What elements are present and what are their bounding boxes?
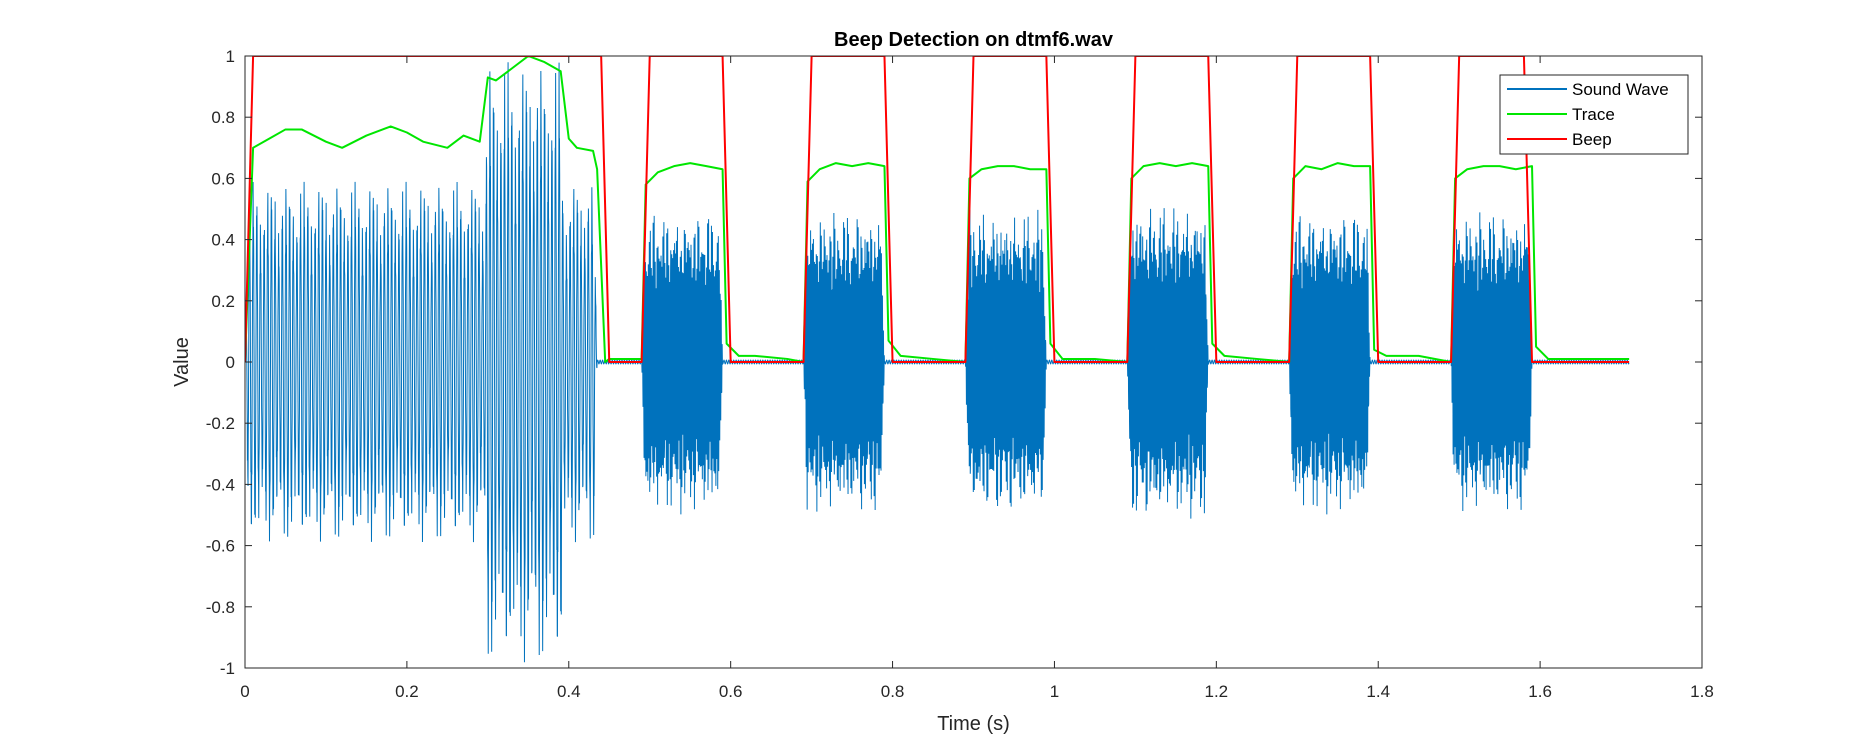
legend: Sound Wave Trace Beep: [1499, 74, 1689, 155]
y-tick-label: 1: [226, 47, 235, 66]
series-beep-line: [245, 56, 1630, 363]
ticks-layer: 0 0.2 0.4 0.6 0.8 1 1.2 1.4 1.6 1.8 -1 -0.8 -0.6 -0.4…: [206, 47, 1714, 701]
y-tick-label: 0.2: [211, 292, 235, 311]
x-tick-label: 0.2: [395, 682, 419, 701]
chart-title: Beep Detection on dtmf6.wav: [834, 29, 1114, 51]
y-tick-label: -0.8: [206, 598, 235, 617]
x-tick-label: 1: [1050, 682, 1059, 701]
y-tick-label: 0.6: [211, 169, 235, 188]
legend-label-trace: Trace: [1572, 105, 1615, 124]
series-layer: [245, 56, 1630, 663]
y-tick-label: -0.4: [206, 475, 235, 494]
y-tick-label: -0.2: [206, 414, 235, 433]
x-tick-label: 1.4: [1366, 682, 1390, 701]
y-tick-label: -0.6: [206, 537, 235, 556]
series-trace-line: [245, 56, 1630, 363]
legend-label-sound-wave: Sound Wave: [1572, 80, 1669, 99]
y-axis-label: Value: [171, 337, 193, 387]
x-tick-label: 1.2: [1205, 682, 1229, 701]
x-tick-label: 1.8: [1690, 682, 1714, 701]
y-tick-label: -1: [220, 659, 235, 678]
legend-label-beep: Beep: [1572, 130, 1612, 149]
x-tick-label: 1.6: [1528, 682, 1552, 701]
y-tick-label: 0.8: [211, 108, 235, 127]
x-axis-label: Time (s): [937, 713, 1010, 735]
y-tick-label: 0.4: [211, 231, 235, 250]
x-tick-label: 0.4: [557, 682, 581, 701]
x-tick-label: 0: [240, 682, 249, 701]
x-tick-label: 0.6: [719, 682, 743, 701]
y-tick-label: 0: [226, 353, 235, 372]
x-tick-label: 0.8: [881, 682, 905, 701]
